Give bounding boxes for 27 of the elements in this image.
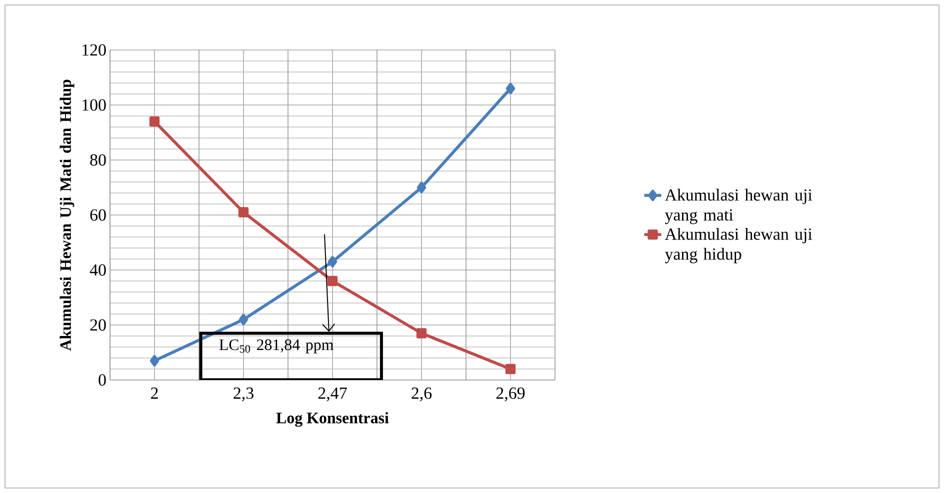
y-tick-label: 120 xyxy=(82,44,106,56)
point xyxy=(506,82,516,94)
y-tick-label: 80 xyxy=(90,154,106,166)
y-tick-label: 60 xyxy=(90,209,106,221)
y-tick-label: 40 xyxy=(90,264,106,276)
y-tick-label: 0 xyxy=(98,374,106,386)
x-tick-label: 2,6 xyxy=(412,387,432,402)
y-tick-label: 100 xyxy=(82,99,106,111)
point xyxy=(150,355,160,366)
point xyxy=(416,182,426,194)
x-tick-label: 2,47 xyxy=(318,387,347,402)
legend-label: Akumulasi hewan uji yang hidup xyxy=(664,228,812,264)
x-tick-label: 2,69 xyxy=(496,387,525,402)
point xyxy=(505,364,516,374)
annotation: LC$_{50}$ 281,84 ppm xyxy=(219,339,334,354)
point xyxy=(416,328,427,338)
legend-label: Akumulasi hewan uji yang mati xyxy=(664,188,812,224)
y-axis-title: Akumulasi Hewan Uji Mati dan Hidup xyxy=(60,80,74,351)
y-tick-label: 20 xyxy=(90,319,106,331)
point xyxy=(149,116,160,127)
x-axis-title: Log Konsentrasi xyxy=(276,412,389,427)
point xyxy=(238,314,248,326)
point xyxy=(238,207,249,218)
point xyxy=(328,256,338,268)
x-tick-label: 2,3 xyxy=(234,387,254,402)
point xyxy=(327,276,338,286)
x-tick-label: 2 xyxy=(151,387,158,399)
